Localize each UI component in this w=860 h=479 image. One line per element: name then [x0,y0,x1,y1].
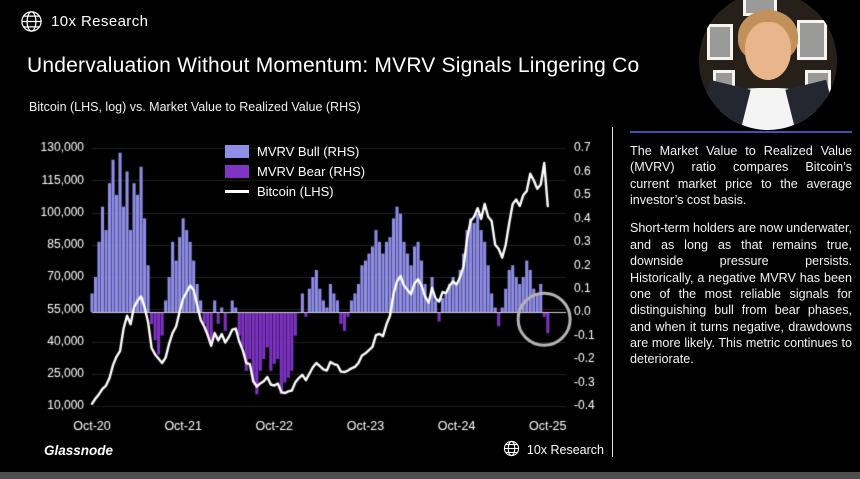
bitcoin-line-swatch [225,190,249,193]
chart-footer: Glassnode 10x Research [20,440,612,460]
legend-item-mvrv-bull: MVRV Bull (RHS) [225,144,365,159]
brand-header: 10x Research [20,10,148,33]
globe-logo-icon [503,440,520,460]
picture-frame [797,20,827,60]
speaker-face [745,22,791,80]
commentary-panel: The Market Value to Realized Value (MVRV… [630,131,852,368]
mvrv-bitcoin-chart [20,136,612,436]
chart-area: MVRV Bull (RHS) MVRV Bear (RHS) Bitcoin … [20,136,612,436]
page-title: Undervaluation Without Momentum: MVRV Si… [27,54,640,77]
chart-subtitle: Bitcoin (LHS, log) vs. Market Value to R… [29,100,361,114]
brand-name: 10x Research [51,13,149,30]
vertical-divider [612,127,613,457]
legend-label: Bitcoin (LHS) [257,184,334,199]
data-source-label: Glassnode [44,442,114,458]
webcam-overlay [699,0,837,130]
legend-label: MVRV Bear (RHS) [257,164,366,179]
video-progress-strip [0,472,860,479]
legend-item-bitcoin: Bitcoin (LHS) [225,184,365,199]
mvrv-bear-swatch [225,165,249,178]
footer-brand: 10x Research [503,440,604,460]
mvrv-bull-swatch [225,145,249,158]
picture-frame [707,24,733,60]
legend-item-mvrv-bear: MVRV Bear (RHS) [225,164,365,179]
commentary-paragraph: The Market Value to Realized Value (MVRV… [630,144,852,208]
globe-logo-icon [20,10,43,33]
chart-legend: MVRV Bull (RHS) MVRV Bear (RHS) Bitcoin … [225,144,365,199]
legend-label: MVRV Bull (RHS) [257,144,360,159]
footer-brand-name: 10x Research [526,443,604,457]
commentary-paragraph: Short-term holders are now underwater, a… [630,221,852,367]
